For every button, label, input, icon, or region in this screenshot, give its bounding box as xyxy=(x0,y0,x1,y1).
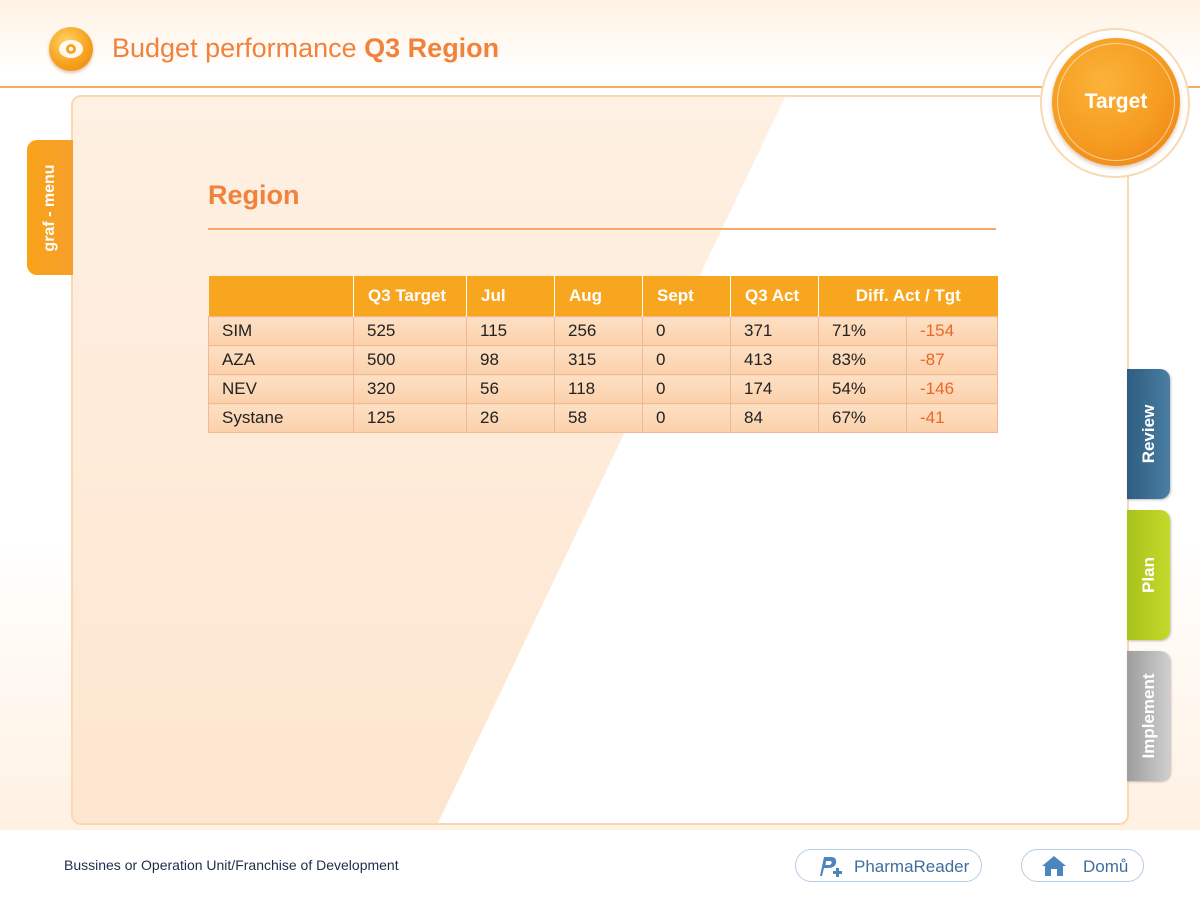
tab-review[interactable]: Review xyxy=(1127,369,1170,499)
cell-pct: 54% xyxy=(818,374,907,404)
cell-pct: 83% xyxy=(818,345,907,375)
home-label: Domů xyxy=(1083,857,1129,876)
cell-sept: 0 xyxy=(642,316,731,346)
tab-implement[interactable]: Implement xyxy=(1127,651,1170,781)
row-name: SIM xyxy=(208,316,354,346)
table-row: NEV 320 56 118 0 174 54% -146 xyxy=(208,374,999,404)
target-badge-label: Target xyxy=(1084,90,1148,113)
pharmareader-label: PharmaReader xyxy=(854,857,970,876)
header-q3-target: Q3 Target xyxy=(353,276,467,317)
cell-pct: 71% xyxy=(818,316,907,346)
cell-q3-target: 125 xyxy=(353,403,467,433)
cell-sept: 0 xyxy=(642,345,731,375)
page-title-light: Budget performance xyxy=(112,33,365,63)
cell-q3-target: 525 xyxy=(353,316,467,346)
cell-diff: -146 xyxy=(905,374,999,404)
header-sept: Sept xyxy=(642,276,731,317)
row-name: NEV xyxy=(208,374,354,404)
cell-aug: 315 xyxy=(554,345,643,375)
section-divider xyxy=(208,228,996,230)
cell-q3-act: 413 xyxy=(730,345,819,375)
footer-unit-text: Bussines or Operation Unit/Franchise of … xyxy=(64,857,399,873)
cell-jul: 56 xyxy=(466,374,555,404)
header-jul: Jul xyxy=(466,276,555,317)
cell-pct: 67% xyxy=(818,403,907,433)
cell-q3-act: 174 xyxy=(730,374,819,404)
cell-sept: 0 xyxy=(642,374,731,404)
cell-diff: -154 xyxy=(905,316,999,346)
pharmareader-icon xyxy=(816,854,846,885)
page-title-bold: Q3 Region xyxy=(364,33,500,63)
cell-jul: 98 xyxy=(466,345,555,375)
section-title: Region xyxy=(208,180,300,210)
target-badge[interactable]: Target xyxy=(1052,38,1180,166)
graf-menu-tab[interactable]: graf - menu xyxy=(27,140,73,275)
cell-q3-act: 84 xyxy=(730,403,819,433)
cell-aug: 256 xyxy=(554,316,643,346)
pharmareader-button[interactable]: PharmaReader xyxy=(795,849,982,882)
table-header-row: Q3 Target Jul Aug Sept Q3 Act Diff. Act … xyxy=(208,276,998,317)
cell-q3-act: 371 xyxy=(730,316,819,346)
table-row: SIM 525 115 256 0 371 71% -154 xyxy=(208,316,999,346)
home-button[interactable]: Domů xyxy=(1021,849,1144,882)
tab-review-label: Review xyxy=(1138,404,1158,464)
row-name: AZA xyxy=(208,345,354,375)
tab-implement-label: Implement xyxy=(1138,673,1158,759)
tab-plan[interactable]: Plan xyxy=(1127,510,1170,640)
cell-aug: 58 xyxy=(554,403,643,433)
cell-sept: 0 xyxy=(642,403,731,433)
cell-q3-target: 500 xyxy=(353,345,467,375)
home-icon xyxy=(1040,854,1068,883)
cell-diff: -87 xyxy=(905,345,999,375)
region-table: Q3 Target Jul Aug Sept Q3 Act Diff. Act … xyxy=(208,276,999,433)
header-bar: Budget performance Q3 Region xyxy=(0,0,1200,88)
header-q3-act: Q3 Act xyxy=(730,276,819,317)
cell-aug: 118 xyxy=(554,374,643,404)
tab-plan-label: Plan xyxy=(1138,557,1158,593)
header-diff: Diff. Act / Tgt xyxy=(818,276,998,317)
cell-jul: 26 xyxy=(466,403,555,433)
cell-q3-target: 320 xyxy=(353,374,467,404)
header-aug: Aug xyxy=(554,276,643,317)
app-logo-icon xyxy=(49,27,93,71)
cell-diff: -41 xyxy=(905,403,999,433)
table-row: AZA 500 98 315 0 413 83% -87 xyxy=(208,345,999,375)
cell-jul: 115 xyxy=(466,316,555,346)
page-title: Budget performance Q3 Region xyxy=(112,33,499,64)
row-name: Systane xyxy=(208,403,354,433)
header-name xyxy=(208,276,354,317)
table-row: Systane 125 26 58 0 84 67% -41 xyxy=(208,403,999,433)
graf-menu-label: graf - menu xyxy=(41,163,58,252)
